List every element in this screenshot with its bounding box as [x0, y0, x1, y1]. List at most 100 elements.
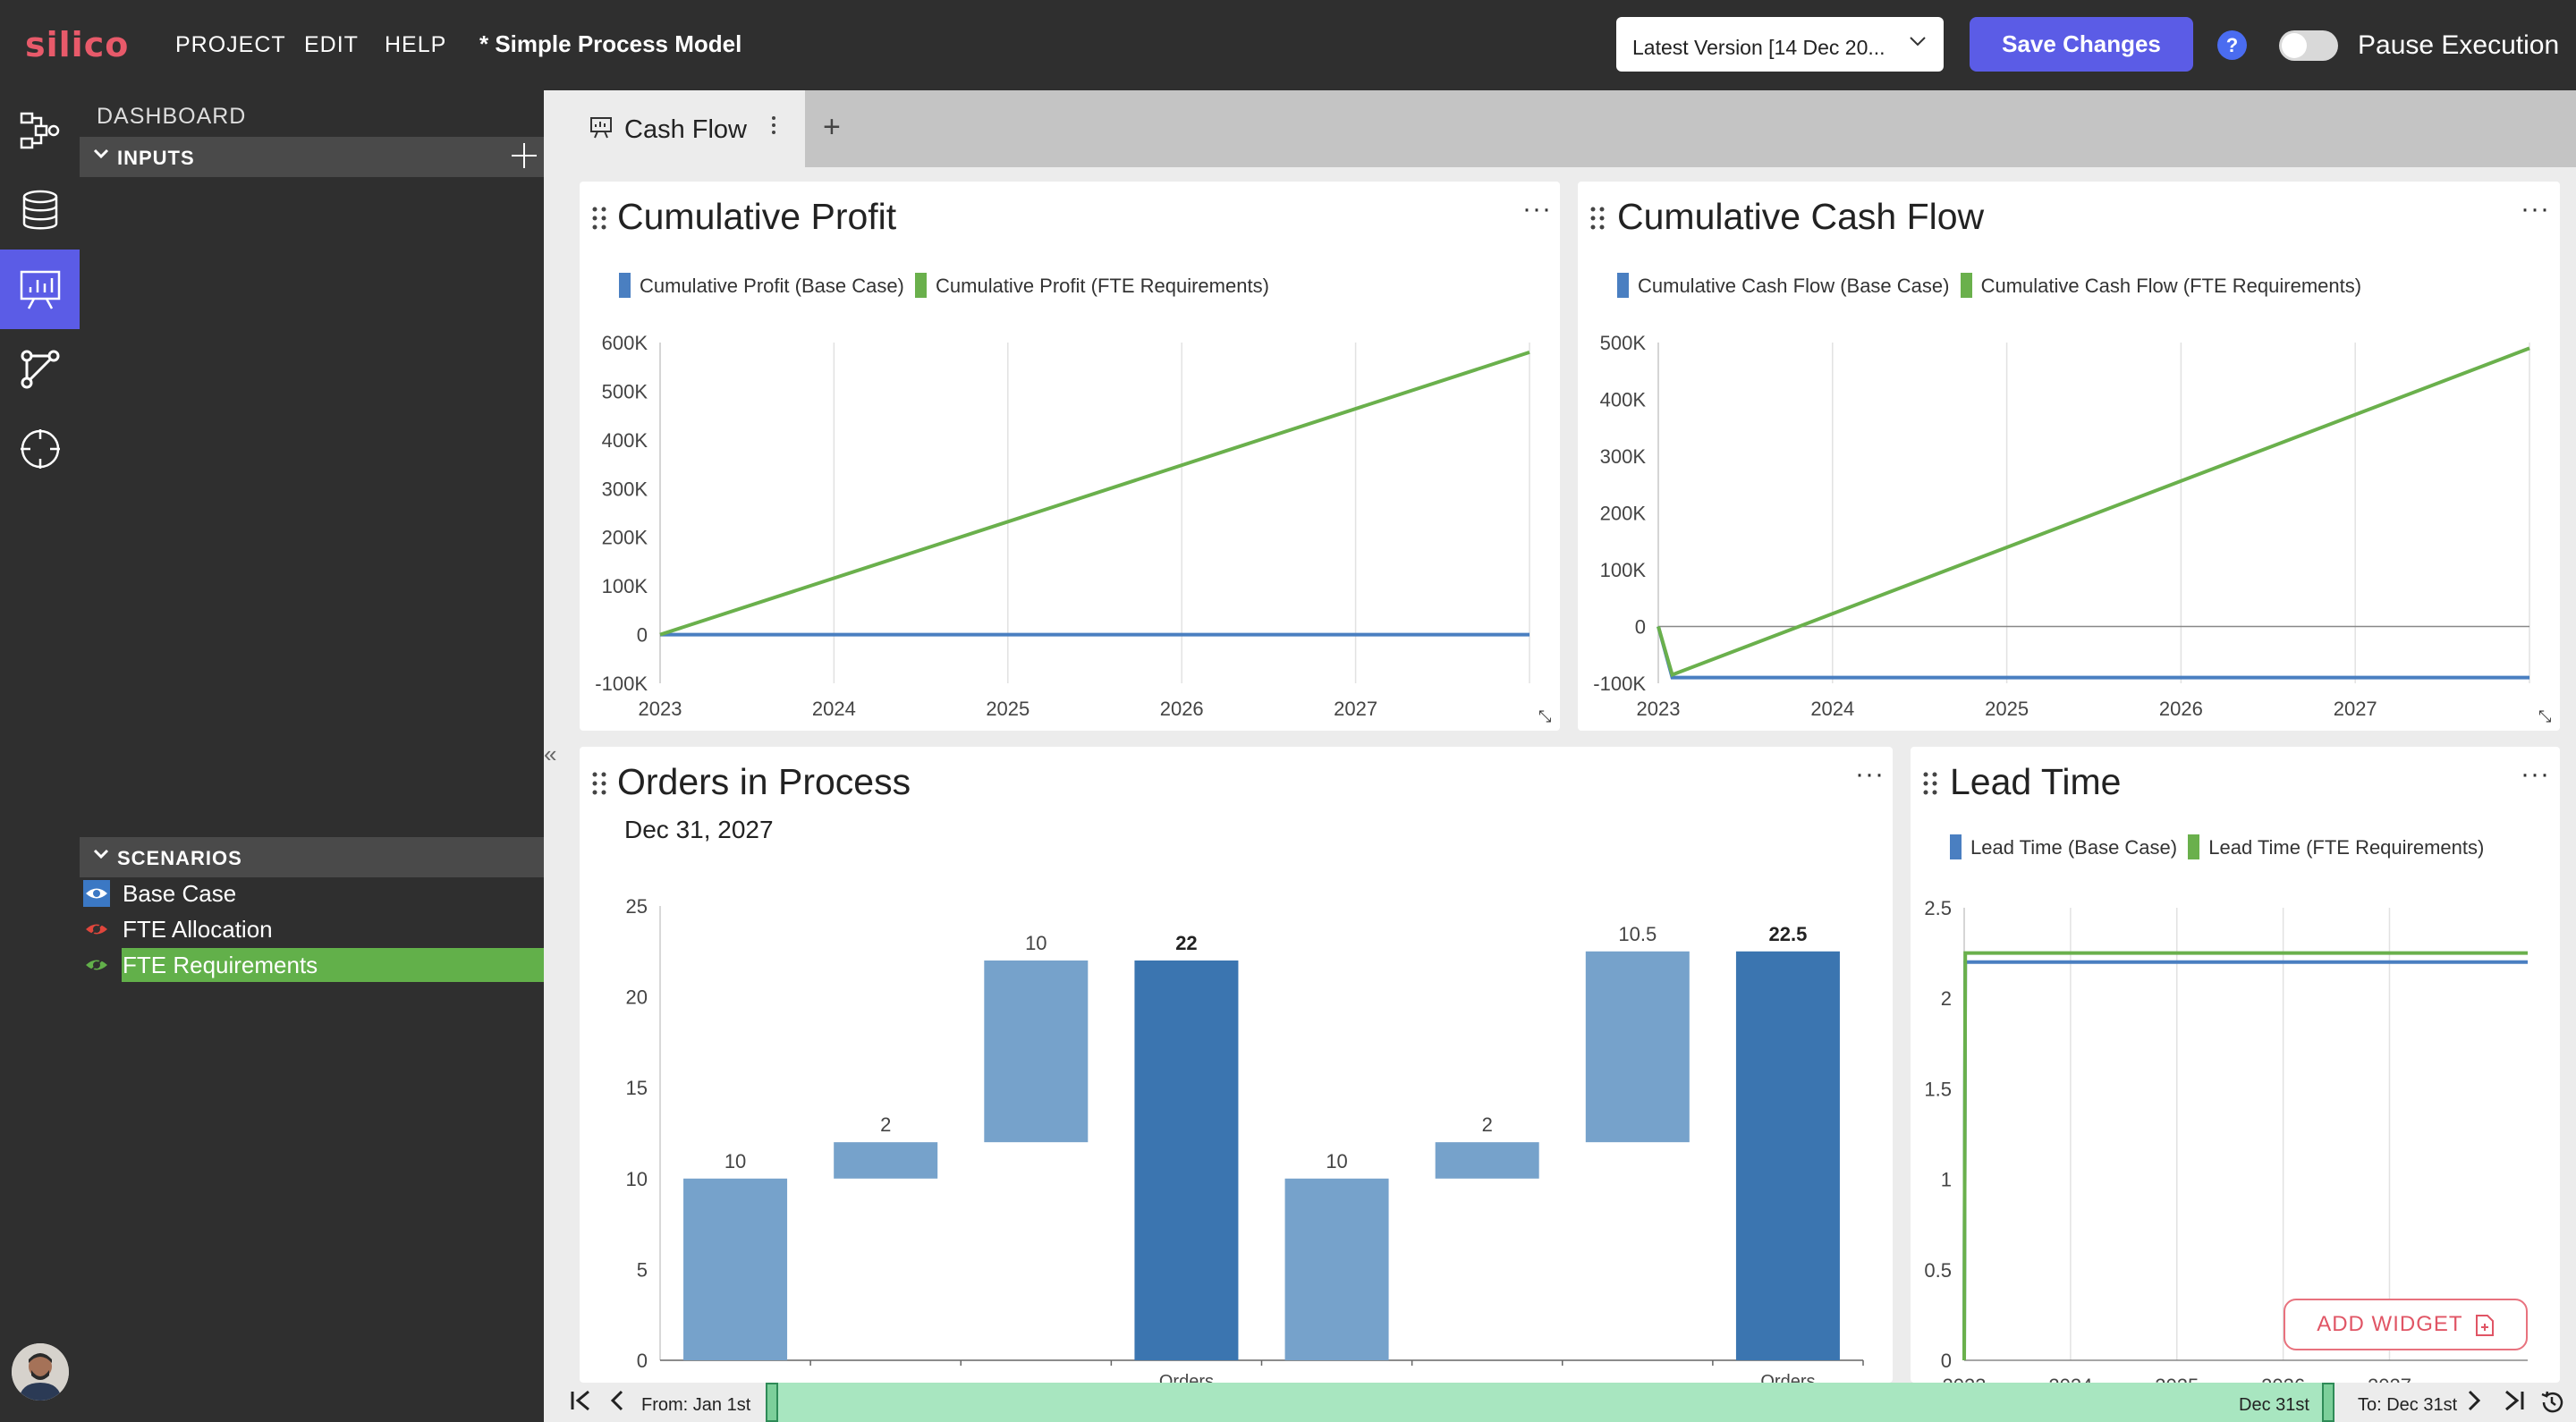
version-select[interactable]: Latest Version [14 Dec 20...	[1616, 17, 1944, 72]
y-tick-label: 300K	[602, 478, 648, 500]
y-tick-label: 2.5	[1924, 897, 1952, 919]
user-avatar[interactable]	[12, 1343, 69, 1401]
save-changes-button[interactable]: Save Changes	[1970, 17, 2193, 72]
x-tick-label: 2024	[1810, 698, 1854, 720]
legend-item-fte[interactable]: Cumulative Profit (FTE Requirements)	[915, 273, 1269, 299]
tab-menu-icon[interactable]	[769, 114, 778, 143]
flow-icon[interactable]	[0, 329, 80, 409]
app-logo[interactable]: silico	[25, 25, 130, 64]
y-tick-label: 1	[1941, 1169, 1952, 1191]
step-back-icon[interactable]	[608, 1389, 626, 1418]
bar-value-label: 2	[880, 1113, 891, 1136]
scenario-fte-allocation[interactable]: FTE Allocation	[80, 912, 544, 946]
bar-value-label: 22.5	[1769, 923, 1808, 945]
widget-orders-in-process: Orders in Process ··· 25 20 15 10 5 0 10 2 10 22 O…	[580, 747, 1893, 1383]
legend-label: Cumulative Profit (FTE Requirements)	[936, 275, 1269, 297]
delta-bar	[1435, 1142, 1539, 1179]
resize-icon[interactable]: ⤡	[2538, 707, 2552, 725]
target-icon[interactable]	[0, 409, 80, 488]
scenario-fte-requirements[interactable]: FTE Requirements	[80, 948, 544, 982]
collapse-sidebar-button[interactable]: «	[544, 741, 557, 767]
x-tick-label: 2025	[1985, 698, 2029, 720]
menu-project[interactable]: PROJECT	[175, 32, 286, 57]
y-tick-label: 0	[637, 1350, 648, 1372]
legend-item-fte[interactable]: Lead Time (FTE Requirements)	[2188, 834, 2485, 860]
legend-swatch	[1950, 834, 1962, 860]
y-tick-label: 400K	[1600, 389, 1647, 411]
total-bar	[1134, 960, 1239, 1360]
drag-handle-icon[interactable]	[590, 205, 608, 236]
legend-swatch	[619, 273, 631, 299]
orders-in-process-chart: 25 20 15 10 5 0 10 2 10 22 Orders 10 2 10.5 22.5 Orders	[626, 895, 1864, 1383]
y-tick-label: 15	[626, 1077, 648, 1099]
dashboard-tab-bar: Cash Flow +	[562, 90, 2576, 167]
bar-value-label: 10	[1025, 932, 1046, 954]
timeline-from-label: From: Jan 1st	[641, 1395, 751, 1415]
eye-hidden-icon[interactable]	[83, 916, 110, 943]
process-icon[interactable]	[0, 90, 80, 170]
scenario-name: FTE Requirements	[123, 952, 318, 978]
legend-item-fte[interactable]: Cumulative Cash Flow (FTE Requirements)	[1960, 273, 2361, 299]
skip-to-start-icon[interactable]	[569, 1389, 594, 1418]
add-tab-button[interactable]: +	[823, 110, 841, 144]
y-tick-label: 100K	[1600, 559, 1647, 581]
x-tick-label: 2024	[2048, 1375, 2092, 1383]
y-tick-label: -100K	[1593, 673, 1646, 695]
database-icon[interactable]	[0, 170, 80, 250]
add-widget-button[interactable]: ADD WIDGET	[2284, 1299, 2528, 1350]
timeline-end-handle[interactable]	[2322, 1383, 2334, 1422]
skip-to-end-icon[interactable]	[2501, 1389, 2526, 1418]
scenario-name: FTE Allocation	[123, 916, 273, 943]
scenarios-section-header[interactable]: SCENARIOS	[80, 837, 544, 877]
chart-legend: Lead Time (Base Case) Lead Time (FTE Req…	[1950, 834, 2489, 860]
menu-edit[interactable]: EDIT	[304, 32, 359, 57]
widget-title: Cumulative Cash Flow	[1617, 196, 1985, 237]
inputs-label: INPUTS	[117, 147, 195, 169]
series-line-fte-requirements	[659, 350, 1530, 637]
delta-bar	[1585, 951, 1690, 1143]
more-options-icon[interactable]: ···	[1855, 759, 1885, 789]
tab-cash-flow[interactable]: Cash Flow	[562, 90, 805, 167]
legend-item-base[interactable]: Cumulative Cash Flow (Base Case)	[1617, 273, 1949, 299]
widget-cumulative-cash-flow: Cumulative Cash Flow ··· Cumulative Cash…	[1578, 182, 2560, 731]
scenario-name: Base Case	[123, 880, 237, 907]
eye-icon[interactable]	[83, 880, 110, 907]
eye-icon[interactable]	[83, 952, 110, 978]
more-options-icon[interactable]: ···	[1522, 194, 1552, 224]
drag-handle-icon[interactable]	[1921, 770, 1939, 801]
inputs-section-header[interactable]: INPUTS	[80, 137, 544, 177]
y-tick-label: 20	[626, 986, 648, 1009]
series-line-fte-requirements	[1657, 346, 2530, 678]
dashboard-icon[interactable]	[0, 250, 80, 329]
pause-execution-toggle[interactable]	[2279, 30, 2338, 61]
sidebar-title: DASHBOARD	[97, 104, 247, 129]
history-icon[interactable]	[2538, 1389, 2565, 1422]
x-tick-label: 2023	[1637, 698, 1681, 720]
document-title: * Simple Process Model	[479, 30, 742, 57]
help-icon[interactable]: ?	[2217, 30, 2247, 60]
drag-handle-icon[interactable]	[590, 770, 608, 801]
add-input-button[interactable]	[508, 141, 540, 174]
y-tick-label: 500K	[602, 380, 648, 402]
y-tick-label: 2	[1941, 987, 1952, 1010]
scenarios-label: SCENARIOS	[117, 847, 242, 869]
x-tick-label: 2023	[1943, 1375, 1987, 1383]
y-tick-label: 0	[637, 624, 648, 647]
step-forward-icon[interactable]	[2465, 1389, 2483, 1418]
menu-help[interactable]: HELP	[385, 32, 447, 57]
y-tick-label: 0	[1635, 616, 1646, 639]
legend-item-base[interactable]: Lead Time (Base Case)	[1950, 834, 2177, 860]
legend-swatch	[915, 273, 928, 299]
tab-label: Cash Flow	[624, 115, 747, 144]
resize-icon[interactable]: ⤡	[1538, 707, 1552, 725]
scenario-base-case[interactable]: Base Case	[80, 876, 544, 910]
y-tick-label: 500K	[1600, 332, 1647, 354]
pause-execution-label: Pause Execution	[2358, 30, 2560, 60]
timeline-range[interactable]	[772, 1383, 2328, 1422]
more-options-icon[interactable]: ···	[2521, 759, 2550, 789]
timeline-start-handle[interactable]	[766, 1383, 778, 1422]
legend-label: Lead Time (FTE Requirements)	[2208, 836, 2485, 859]
drag-handle-icon[interactable]	[1589, 205, 1606, 236]
legend-item-base[interactable]: Cumulative Profit (Base Case)	[619, 273, 904, 299]
more-options-icon[interactable]: ···	[2521, 194, 2550, 224]
